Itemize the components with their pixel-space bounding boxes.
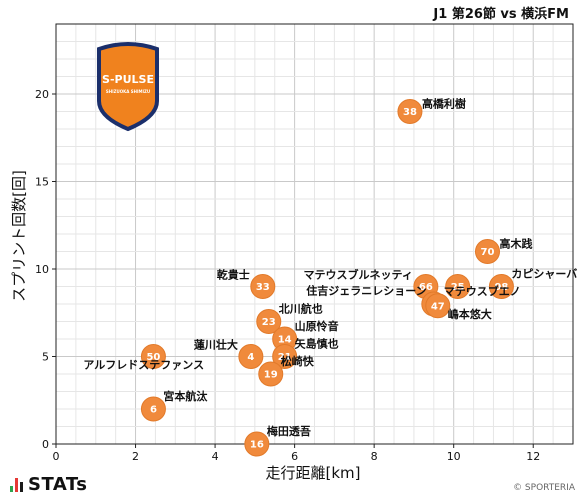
y-tick-label: 15: [35, 176, 49, 189]
logo-inner-shape: [105, 50, 151, 123]
logo-subtext: SHIZUOKA SHIMIZU: [106, 89, 150, 94]
player-marker: [474, 239, 500, 264]
player-number-label: 38: [403, 107, 417, 118]
player-number-label: 4: [247, 352, 254, 363]
player-point: 6 宮本航汰: [140, 389, 208, 422]
y-tick-label: 10: [35, 263, 49, 276]
y-axis-title: スプリント回数[回]: [10, 170, 28, 302]
player-name-label: 高木践: [499, 237, 532, 251]
player-number-label: 16: [250, 440, 264, 451]
player-marker: [238, 344, 264, 369]
stats-brand-name: STATs: [28, 474, 88, 495]
data-points: 38 高橋利樹 70 高木践 66 マテウスブルネッティ 25 住吉ジェラニレショーン 98カピ…: [83, 97, 577, 457]
player-name-label: マテウスブルネッティ: [304, 268, 413, 282]
player-marker: [272, 344, 298, 369]
player-marker: [425, 293, 451, 319]
x-tick-label: 10: [447, 450, 461, 463]
x-tick-label: 0: [53, 450, 60, 463]
player-marker: [250, 274, 276, 299]
x-tick-label: 4: [212, 450, 219, 463]
player-name-label: 蓮川壮大: [194, 338, 238, 352]
player-number-label: 14: [278, 335, 292, 346]
x-tick-label: 8: [371, 450, 378, 463]
player-name-label: アルフレドステファンス: [83, 359, 204, 372]
player-name-label: 宮本航汰: [163, 389, 208, 403]
player-number-label: 23: [262, 317, 276, 328]
player-marker: [140, 396, 166, 422]
team-logo: S-PULSE SHIZUOKA SHIMIZU: [97, 42, 159, 132]
copyright-credit: © SPORTERIA: [513, 483, 575, 493]
x-tick-label: 12: [526, 450, 540, 463]
match-title: J1 第26節 vs 横浜FM: [433, 7, 569, 22]
player-name-label: カピシャーバ: [511, 268, 577, 281]
chart-grid: [55, 23, 574, 445]
player-number-label: 21: [278, 352, 292, 363]
player-name-label: 松崎快: [281, 354, 315, 368]
player-name-label: 高橋利樹: [422, 97, 466, 111]
stats-brand: STATs: [10, 474, 87, 495]
player-name-label: 嶋本悠大: [448, 307, 492, 321]
player-number-label: 47: [431, 301, 445, 312]
player-number-label: 98: [494, 282, 508, 293]
player-marker: [258, 361, 284, 387]
player-marker: [397, 99, 423, 124]
player-marker: [256, 309, 282, 334]
player-number-label: 70: [481, 247, 495, 258]
player-number-label: 25: [451, 282, 465, 293]
axis-ticks: 0 2 4 6 8 10 12 0 5 10 15 20: [35, 88, 540, 463]
player-marker: [445, 274, 471, 299]
logo-wordmark: S-PULSE: [102, 73, 154, 86]
player-marker: [244, 431, 270, 457]
player-point: 70 高木践: [474, 237, 532, 264]
stats-logo-icon: [10, 477, 23, 492]
player-name-label: 矢島慎也: [295, 337, 339, 351]
player-marker: [488, 274, 514, 299]
y-tick-label: 5: [42, 351, 49, 364]
player-number-label: 33: [256, 282, 270, 293]
player-point: 25 住吉ジェラニレショーン: [306, 274, 471, 299]
plot-frame: [55, 23, 574, 445]
player-number-label: 19: [264, 370, 278, 381]
player-number-label: 66: [419, 282, 433, 293]
player-name-label: 北川航也: [279, 302, 323, 316]
player-name-label: 梅田透吾: [267, 424, 311, 438]
player-number-label: 6: [150, 405, 157, 416]
player-point: 38 高橋利樹: [397, 97, 466, 124]
player-name-label: 山原怜音: [295, 319, 339, 333]
x-axis-title: 走行距離[km]: [265, 464, 360, 482]
player-point: 4 蓮川壮大: [194, 338, 264, 369]
player-name-label: マテウスブエノ: [444, 284, 521, 298]
x-tick-label: 6: [291, 450, 298, 463]
player-point: 33 乾貴士: [217, 268, 276, 299]
player-marker: [140, 344, 166, 369]
y-tick-label: 20: [35, 88, 49, 101]
player-name-label: 乾貴士: [217, 268, 250, 282]
x-tick-label: 2: [132, 450, 139, 463]
player-name-label: 住吉ジェラニレショーン: [306, 284, 426, 298]
player-number-label: 50: [146, 352, 160, 363]
y-tick-label: 0: [42, 438, 49, 451]
